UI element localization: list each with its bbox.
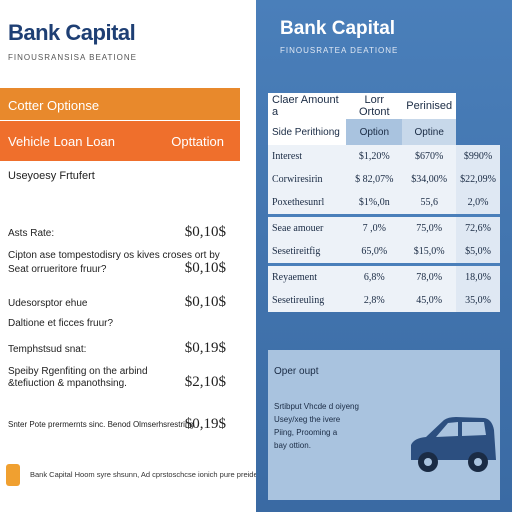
table-cell: Corwiresirin (268, 168, 347, 191)
table-row: Interest $1,20% $670% $990% (268, 145, 500, 168)
table-cell: Sesetireuling (268, 289, 347, 312)
row-value: $0,19$ (184, 416, 226, 432)
footer-text: Bank Capital Hoom syre shsunn, Ad cprsto… (30, 470, 284, 479)
table-cell: $1%,0n (346, 191, 403, 216)
row-value: $0,10$ (184, 260, 226, 276)
table-cell: $990% (456, 145, 500, 168)
panel-line: Usey/xeg the ivere (274, 415, 341, 424)
table-cell: $22,09% (456, 168, 500, 191)
table-row: Sesetireuling 2,8% 45,0% 35,0% (268, 289, 500, 312)
left-panel: Bank Capital FINOUSRANSISA BEATIONE Cott… (0, 20, 284, 486)
table-cell: Sesetireitfig (268, 240, 347, 265)
table-cell: 2,0% (456, 191, 500, 216)
table-cell: Interest (268, 145, 347, 168)
table-cell: 45,0% (402, 289, 457, 312)
table-cell: $670% (402, 145, 457, 168)
logo-title: Bank Capital (280, 18, 396, 39)
rate-table: Claer Amount a Lorr Ortont Perinised Side P… (268, 93, 500, 312)
banner (0, 88, 240, 120)
table-row: Corwiresirin $ 82,07% $34,00% $22,09% (268, 168, 500, 191)
row-label: Cipton ase tompestodisry os kives croses… (8, 250, 220, 261)
table-cell: $1,20% (346, 145, 403, 168)
row-label: Udesorsptor ehue (8, 298, 88, 309)
header-cell: Option (346, 119, 403, 145)
table-cell: Poxethesunrl (268, 191, 347, 216)
table-cell: 6,8% (346, 264, 403, 289)
banner-title: Cotter Optionse (8, 98, 100, 113)
header-row: Side Perithiong Option Optine (268, 119, 500, 145)
panel-title: Oper oupt (274, 366, 319, 377)
right-panel: Bank Capital FINOUSRATEA DEATIONE Claer … (256, 0, 512, 512)
panel-line: Srtibput Vhcde d oiyeng (274, 402, 359, 411)
table-cell: $15,0% (402, 240, 457, 265)
row-value: $0,10$ (184, 294, 226, 310)
table-row: Sesetireitfig 65,0% $15,0% $5,0% (268, 240, 500, 265)
car-icon (411, 417, 496, 472)
row-label: Temphstsud snat: (8, 344, 87, 355)
banner-label: Vehicle Loan Loan (8, 134, 115, 149)
row-value: $0,19$ (184, 340, 226, 356)
table-cell: 65,0% (346, 240, 403, 265)
panel-line: Piing, Prooming a (274, 428, 338, 437)
logo-subtitle: FINOUSRATEA DEATIONE (280, 46, 399, 55)
logo-title: Bank Capital (8, 20, 136, 45)
table-cell: $5,0% (456, 240, 500, 265)
header-cell: Perinised (402, 93, 457, 119)
table-cell: 35,0% (456, 289, 500, 312)
row-label: &tefiuction & mpanothsing. (8, 378, 127, 389)
row-label: Seat orrueritore fruur? (8, 264, 107, 275)
table-cell: 2,8% (346, 289, 403, 312)
header-row: Claer Amount a Lorr Ortont Perinised (268, 93, 500, 119)
table-cell: 72,6% (456, 215, 500, 240)
table-cell: 75,0% (402, 215, 457, 240)
row-label: Daltione et ficces fruur? (8, 318, 114, 329)
row-label: Snter Pote prermernts sinc. Benod Olmser… (8, 420, 194, 429)
banner-value: Opttation (171, 134, 224, 149)
table-cell: Seae amouer (268, 215, 347, 240)
table-cell: 55,6 (402, 191, 457, 216)
row-value: $0,10$ (184, 224, 226, 240)
table-row: Poxethesunrl $1%,0n 55,6 2,0% (268, 191, 500, 216)
table-cell: 7 ,0% (346, 215, 403, 240)
row-value: $2,10$ (184, 374, 226, 390)
section-title: Useyoesy Frtufert (8, 170, 95, 182)
table-cell: $ 82,07% (346, 168, 403, 191)
table-cell: 78,0% (402, 264, 457, 289)
table-cell: $34,00% (402, 168, 457, 191)
table-row: Reyaement 6,8% 78,0% 18,0% (268, 264, 500, 289)
table-cell: Reyaement (268, 264, 347, 289)
header-cell: Optine (402, 119, 457, 145)
row-label: Speiby Rgenfiting on the arbind (8, 366, 148, 377)
table-row: Seae amouer 7 ,0% 75,0% 72,6% (268, 215, 500, 240)
banner-row (0, 121, 240, 161)
logo-subtitle: FINOUSRANSISA BEATIONE (8, 53, 137, 62)
header-cell: Claer Amount a (268, 93, 347, 119)
table-cell: 18,0% (456, 264, 500, 289)
row-label: Asts Rate: (8, 228, 55, 239)
header-cell: Side Perithiong (268, 119, 347, 145)
footer-icon (6, 464, 20, 486)
header-cell: Lorr Ortont (346, 93, 403, 119)
panel-line: bay ottion. (274, 441, 311, 450)
